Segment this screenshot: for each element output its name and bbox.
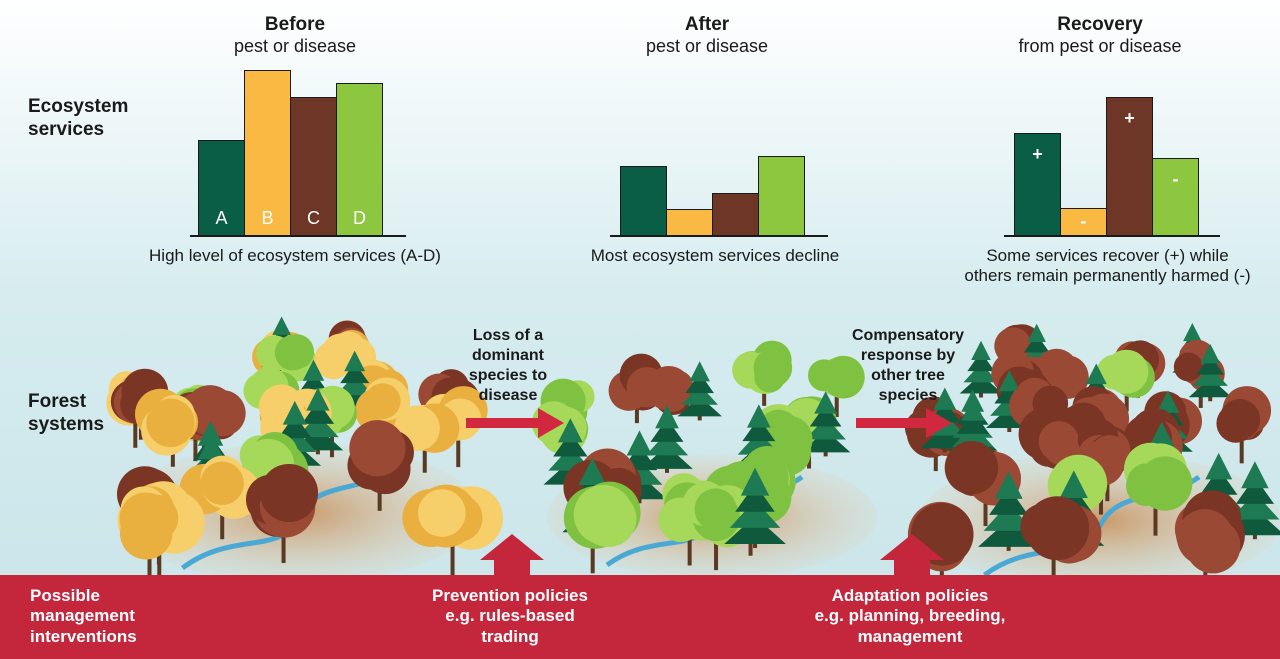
panel-subtitle: from pest or disease [1018,35,1182,56]
right-arrow-icon [856,408,952,438]
minus-sign: - [1172,169,1179,189]
bar-a: A [198,140,245,236]
forest-illustrations [106,316,1280,596]
chart-baseline [190,235,406,237]
panel-header-after: After pest or disease [592,14,822,57]
bar-s3: + [1106,97,1153,236]
up-arrow-icon [880,534,944,578]
plus-sign: + [1124,108,1135,128]
intervention-title: Adaptation policies [831,586,989,605]
row-label-forest-systems: Forest systems [28,391,105,435]
up-arrow-icon [480,534,544,578]
intervention-adaptation: Adaptation policies e.g. planning, breed… [790,586,1030,647]
bar-s3 [712,193,759,236]
chart-baseline [1004,235,1220,237]
bar-d: D [336,83,383,236]
chart-baseline [610,235,828,237]
arrow-label-compensatory: Compensatory response by other tree spec… [851,327,965,404]
bar-label: A [215,208,228,228]
bar-s1 [620,166,667,236]
caption-before: High level of ecosystem services (A-D) [149,246,441,265]
bar-b: B [244,70,291,236]
bar-s4: - [1152,158,1199,236]
intervention-prevention: Prevention policies e.g. rules-based tra… [400,586,620,647]
arrow-label-loss: Loss of a dominant species to disease [468,327,548,404]
caption-recovery-line2: others remain permanently harmed (-) [964,265,1251,285]
panel-title: After [684,14,730,35]
management-band [0,575,1280,659]
panel-header-recovery: Recovery from pest or disease [985,14,1215,57]
panel-title: Recovery [1057,14,1143,35]
bar-s2: - [1060,208,1107,236]
caption-recovery: Some services recover (+) while others r… [935,246,1280,285]
row-label-ecosystem-services: Ecosystem services [28,96,129,140]
bar-c: C [290,97,337,236]
bar-label: C [307,208,320,228]
intervention-title: Prevention policies [432,586,588,605]
row-label-management: Possible management interventions [30,586,137,646]
panel-subtitle: pest or disease [645,35,769,56]
panel-title: Before [264,14,326,35]
intervention-detail: e.g. planning, breeding, management [814,606,1006,646]
plus-sign: + [1032,144,1043,164]
caption-recovery-line1: Some services recover (+) while [986,246,1229,265]
bar-s4 [758,156,805,236]
intervention-detail: e.g. rules-based trading [445,606,575,646]
panel-subtitle: pest or disease [233,35,357,56]
bar-label: D [353,208,366,228]
panel-header-before: Before pest or disease [180,14,410,57]
caption-after: Most ecosystem services decline [590,246,840,265]
minus-sign: - [1080,211,1087,231]
right-arrow-icon [466,408,564,438]
bar-label: B [261,208,274,228]
bar-s2 [666,209,713,236]
bar-s1: + [1014,133,1061,236]
